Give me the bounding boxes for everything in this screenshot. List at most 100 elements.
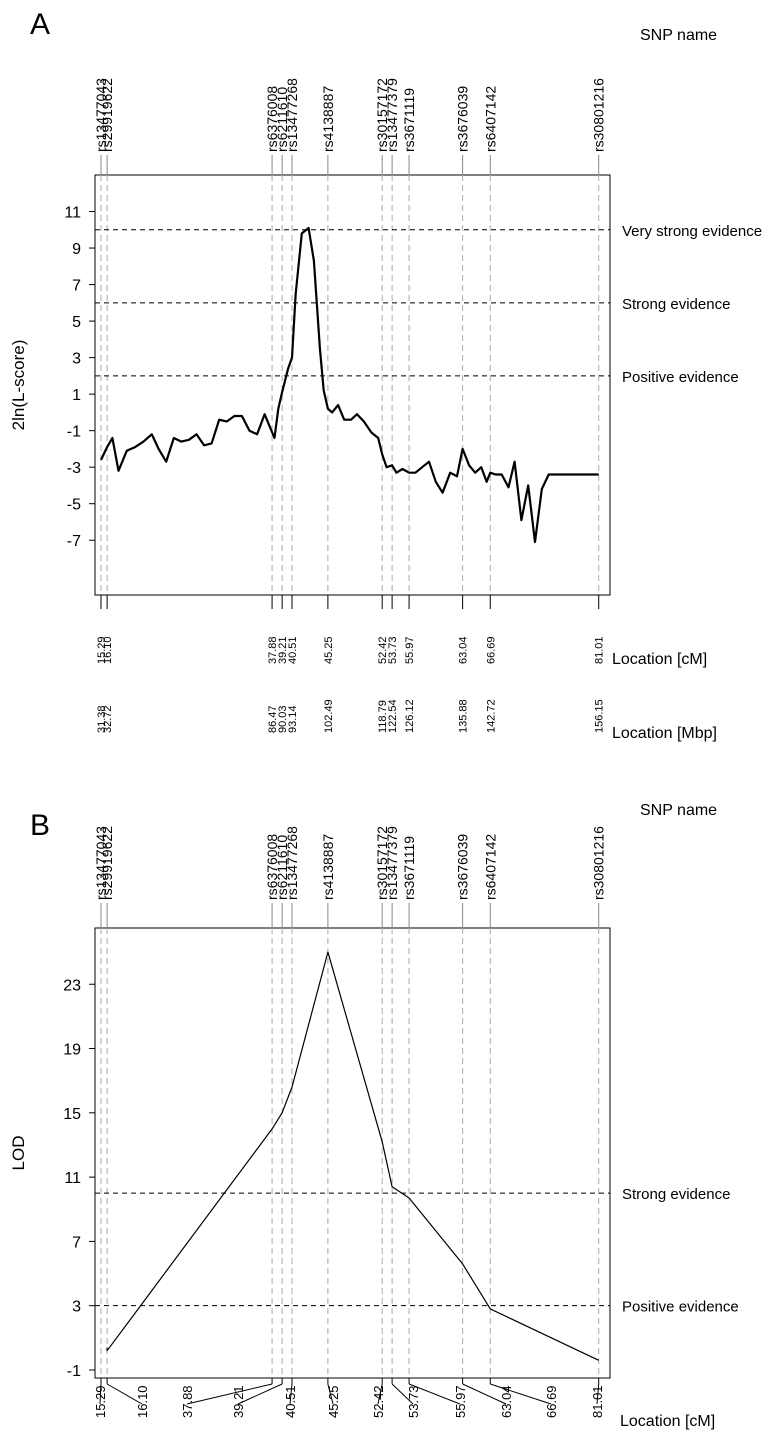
- location-leader: [596, 1383, 600, 1405]
- location-mbp-label: 118.79: [377, 700, 389, 733]
- location-cm-label: 39.21: [277, 636, 289, 664]
- location-cm-label: 53.73: [387, 636, 399, 664]
- y-tick-label: -1: [67, 1363, 81, 1380]
- snp-label-rs30801216: rs30801216: [591, 78, 607, 152]
- location-cm-label: 39.21: [231, 1385, 246, 1418]
- y-tick-label: 11: [64, 1170, 81, 1187]
- y-tick-label: 3: [72, 1299, 81, 1316]
- plot-frame: [94, 927, 611, 1379]
- location-cm-label: 45.25: [326, 1385, 341, 1418]
- location-leader: [490, 1383, 552, 1405]
- snp-label-rs6211610: rs6211610: [274, 835, 290, 900]
- location-cm-label: 52.42: [377, 636, 389, 664]
- snp-label-rs30157172: rs30157172: [374, 826, 390, 900]
- location-cm-label: 40.51: [287, 636, 299, 664]
- snp-label-rs13477268: rs13477268: [284, 78, 300, 152]
- y-tick-label: 1: [72, 387, 81, 404]
- y-tick-label: 3: [72, 351, 81, 368]
- location-cm-label: 81.01: [590, 1385, 605, 1418]
- location-mbp-label: 32.72: [102, 705, 114, 733]
- threshold-label: Strong evidence: [622, 296, 730, 313]
- y-tick-label: 5: [72, 314, 81, 331]
- location-leader: [106, 1383, 143, 1405]
- y-axis-label: 2ln(L-score): [9, 340, 28, 431]
- location-mbp-label: 31.38: [96, 705, 108, 733]
- snp-name-header: SNP name: [640, 802, 717, 819]
- location-cm-label: 53.73: [406, 1385, 421, 1418]
- y-tick-label: -7: [67, 533, 81, 550]
- snp-label-rs3676039: rs3676039: [455, 834, 471, 900]
- threshold-label: Very strong evidence: [622, 223, 762, 240]
- y-tick-label: 23: [63, 977, 81, 994]
- location-mbp-label: 102.49: [323, 699, 335, 733]
- location-cm-label: 63.04: [499, 1385, 514, 1418]
- location-mbp-label: 122.54: [387, 699, 399, 733]
- snp-label-rs4138887: rs4138887: [320, 86, 336, 152]
- snp-label-rs13477268: rs13477268: [284, 826, 300, 900]
- snp-label-rs3671119: rs3671119: [401, 836, 417, 900]
- location-cm-label: 15.29: [93, 1385, 108, 1418]
- plot-frame: [94, 174, 611, 596]
- location-cm-label: 16.10: [102, 636, 114, 664]
- snp-label-rs29919622: rs29919622: [99, 78, 115, 152]
- location-mbp-label: 142.72: [485, 699, 497, 733]
- y-tick-label: -5: [67, 497, 81, 514]
- y-axis-label: LOD: [9, 1136, 28, 1171]
- snp-label-rs13477043: rs13477043: [93, 826, 109, 900]
- location-leader: [237, 1383, 283, 1405]
- y-tick-label: 11: [64, 205, 81, 222]
- location-cm-label: 55.97: [404, 636, 416, 664]
- y-tick-label: -3: [67, 460, 81, 477]
- threshold-label: Positive evidence: [622, 1299, 739, 1316]
- snp-label-rs29919622: rs29919622: [99, 826, 115, 900]
- snp-label-rs3676039: rs3676039: [455, 86, 471, 152]
- y-tick-label: 15: [63, 1106, 81, 1123]
- snp-label-rs6407142: rs6407142: [482, 834, 498, 900]
- location-cm-label: 63.04: [458, 636, 470, 664]
- panel-letter: B: [30, 809, 50, 842]
- x-axis-label-cm: Location [cM]: [620, 1413, 715, 1430]
- location-mbp-label: 156.15: [594, 699, 606, 733]
- snp-label-rs13477043: rs13477043: [93, 78, 109, 152]
- location-cm-label: 55.97: [453, 1385, 468, 1418]
- location-mbp-label: 90.03: [277, 705, 289, 733]
- y-tick-label: 9: [72, 241, 81, 258]
- series-line: [106, 951, 599, 1361]
- location-leader: [327, 1383, 334, 1405]
- y-tick-label: 19: [63, 1042, 81, 1059]
- snp-label-rs4138887: rs4138887: [320, 834, 336, 900]
- y-tick-label: -1: [67, 424, 81, 441]
- location-mbp-label: 126.12: [404, 699, 416, 733]
- location-leader: [377, 1383, 383, 1405]
- location-leader: [186, 1383, 273, 1405]
- location-mbp-label: 86.47: [267, 705, 279, 733]
- location-cm-label: 52.42: [371, 1385, 386, 1418]
- location-mbp-label: 135.88: [458, 699, 470, 733]
- location-mbp-label: 93.14: [287, 705, 299, 733]
- panel-B: B SNP name 23 19 15 11 7 3 -1 LOD rs13477043rs2991…: [9, 802, 739, 1430]
- location-leader: [391, 1383, 414, 1405]
- snp-label-rs30801216: rs30801216: [591, 826, 607, 900]
- threshold-label: Positive evidence: [622, 369, 739, 386]
- snp-label-rs6376008: rs6376008: [264, 834, 280, 900]
- snp-label-rs6211610: rs6211610: [274, 87, 290, 152]
- series-line: [100, 226, 599, 544]
- location-cm-label: 66.69: [485, 636, 497, 664]
- snp-label-rs13477379: rs13477379: [384, 78, 400, 152]
- snp-name-header: SNP name: [640, 27, 717, 44]
- location-leader: [462, 1383, 507, 1405]
- x-axis-label-cm: Location [cM]: [612, 651, 707, 668]
- location-cm-label: 45.25: [323, 636, 335, 664]
- snp-label-rs30157172: rs30157172: [374, 78, 390, 152]
- y-tick-label: 7: [72, 1234, 81, 1251]
- location-cm-label: 66.69: [544, 1385, 559, 1418]
- snp-label-rs13477379: rs13477379: [384, 826, 400, 900]
- location-cm-label: 40.51: [283, 1385, 298, 1418]
- x-axis-label-mbp: Location [Mbp]: [612, 725, 717, 742]
- location-leader: [408, 1383, 461, 1405]
- location-leader: [99, 1383, 102, 1405]
- panel-letter: A: [30, 8, 50, 41]
- location-cm-label: 81.01: [594, 636, 606, 664]
- location-cm-label: 37.88: [180, 1385, 195, 1418]
